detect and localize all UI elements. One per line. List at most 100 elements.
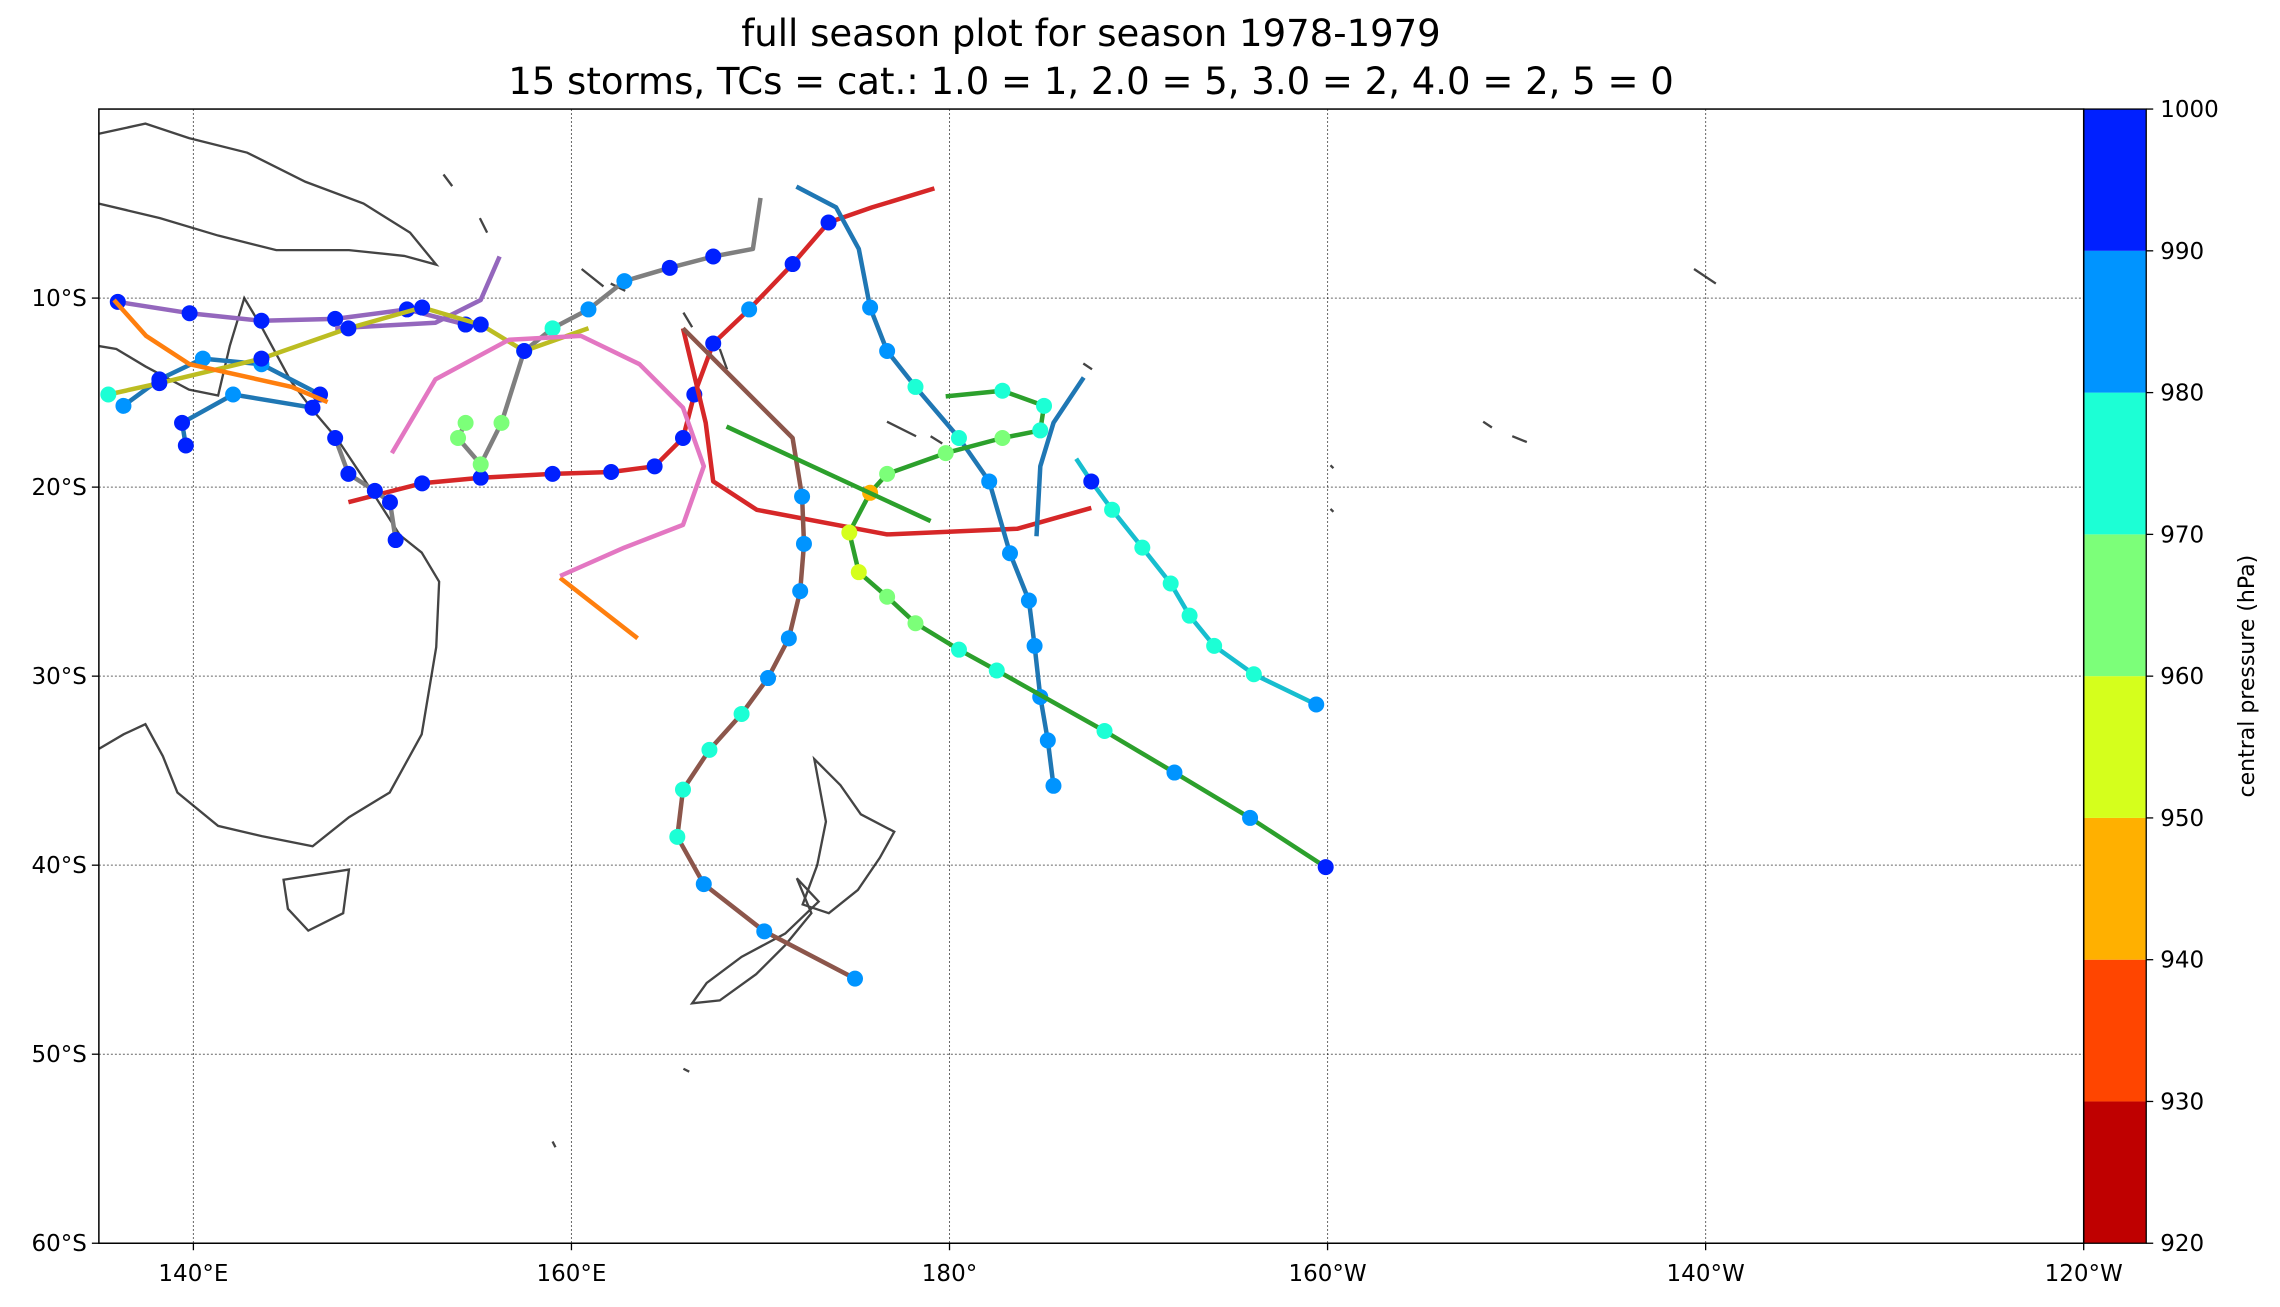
track-point <box>850 564 867 581</box>
storm-track <box>1074 457 1325 713</box>
storm-track <box>1034 376 1086 537</box>
track-point <box>794 488 811 505</box>
track-point <box>253 350 270 367</box>
storm-track <box>725 424 932 524</box>
track-point <box>115 397 132 414</box>
y-tick-label: 30°S <box>32 664 87 690</box>
x-tick-label: 120°W <box>2045 1261 2123 1287</box>
coast-nz-south <box>689 877 821 1005</box>
track-point <box>1245 666 1262 683</box>
track-point <box>340 465 357 482</box>
track-point <box>1002 545 1019 562</box>
coast-australia <box>98 295 441 848</box>
coastlines <box>98 122 1717 1148</box>
track-point <box>544 320 561 337</box>
storm-track <box>347 186 936 505</box>
track-point <box>780 630 797 647</box>
y-tick-label: 10°S <box>32 286 87 312</box>
track-point <box>1308 696 1325 713</box>
track-line <box>558 576 639 641</box>
track-point <box>174 414 191 431</box>
x-tick-label: 160°W <box>1288 1261 1366 1287</box>
storm-track <box>327 429 404 549</box>
track-point <box>472 469 489 486</box>
track-point <box>1036 397 1053 414</box>
track-point <box>340 320 357 337</box>
storm-track <box>558 576 639 641</box>
track-point <box>820 214 837 231</box>
track-point <box>1242 809 1259 826</box>
colorbar-segment <box>2083 534 2147 677</box>
storm-track <box>795 184 1062 794</box>
track-point <box>1134 539 1151 556</box>
track-point <box>950 429 967 446</box>
track-point <box>784 256 801 273</box>
track-line <box>107 305 590 397</box>
track-point <box>994 429 1011 446</box>
track-point <box>493 414 510 431</box>
track-point <box>795 535 812 552</box>
track-point <box>450 429 467 446</box>
colorbar-segment <box>2083 392 2147 535</box>
track-line <box>725 424 932 524</box>
track-point <box>1045 777 1062 794</box>
track-point <box>661 259 678 276</box>
y-tick-label: 50°S <box>32 1042 87 1068</box>
track-point <box>981 473 998 490</box>
track-point <box>1020 592 1037 609</box>
colorbar-tick-label: 920 <box>2160 1231 2204 1257</box>
x-tick-label: 140°W <box>1667 1261 1745 1287</box>
track-point <box>701 741 718 758</box>
track-point <box>937 445 954 462</box>
track-point <box>304 399 321 416</box>
colorbar-tick-label: 940 <box>2160 948 2204 974</box>
colorbar-tick-label: 990 <box>2160 239 2204 265</box>
track-line <box>389 333 707 579</box>
track-line <box>335 255 502 331</box>
track-point <box>366 482 383 499</box>
track-point <box>472 456 489 473</box>
track-point <box>950 641 967 658</box>
colorbar-tick-label: 1000 <box>2160 97 2219 123</box>
track-point <box>907 378 924 395</box>
track-point <box>847 970 863 987</box>
y-tick-label: 60°S <box>32 1231 87 1257</box>
storm-track <box>100 299 590 403</box>
storm-track <box>450 197 763 473</box>
track-point <box>674 429 691 446</box>
track-point <box>327 310 344 327</box>
storm-track <box>841 382 1334 876</box>
track-point <box>879 588 896 605</box>
track-point <box>879 343 896 360</box>
track-point <box>705 335 722 352</box>
storm-track <box>112 298 329 405</box>
colorbar-segment <box>2083 250 2147 393</box>
track-point <box>1039 732 1056 749</box>
track-point <box>1181 607 1198 624</box>
storm-track <box>335 255 502 331</box>
colorbar-tick-label: 950 <box>2160 806 2204 832</box>
track-point <box>669 828 686 845</box>
track-point <box>907 615 924 632</box>
chart-title: full season plot for season 1978-1979 <box>741 12 1440 55</box>
storm-track <box>680 327 1092 537</box>
track-point <box>1104 501 1121 518</box>
storm-track <box>669 326 863 987</box>
track-point <box>841 524 858 541</box>
track-point <box>381 494 398 511</box>
colorbar-tick-label: 980 <box>2160 381 2204 407</box>
track-point <box>472 316 489 333</box>
track-line <box>112 298 329 405</box>
colorbar-label: central pressure (hPa) <box>2235 555 2260 798</box>
track-point <box>603 463 620 480</box>
track-point <box>741 301 758 318</box>
x-tick-label: 160°E <box>536 1261 606 1287</box>
track-point <box>414 475 431 492</box>
track-line <box>680 327 1092 537</box>
track-point <box>327 429 344 446</box>
track-line <box>347 186 936 505</box>
track-line <box>1074 457 1318 707</box>
track-point <box>733 705 750 722</box>
x-tick-label: 140°E <box>158 1261 228 1287</box>
